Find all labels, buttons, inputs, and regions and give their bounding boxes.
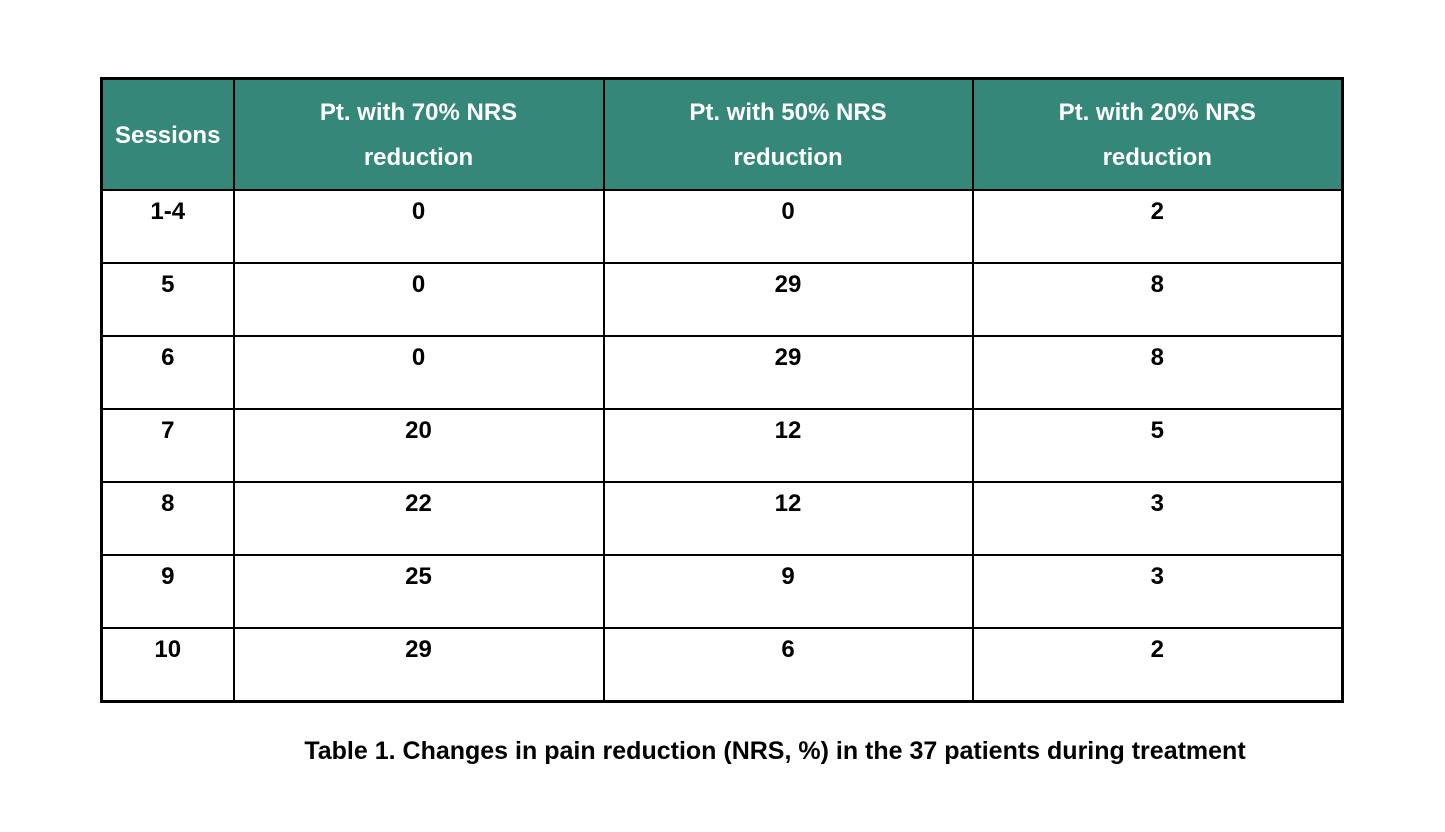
value-cell: 3 bbox=[971, 554, 1344, 629]
table-row: 5 0 29 8 bbox=[100, 262, 1344, 337]
pain-reduction-table: Sessions Pt. with 70% NRS reduction Pt. wi… bbox=[100, 77, 1344, 703]
table-row: 10 29 6 2 bbox=[100, 627, 1344, 703]
column-header-2: Pt. with 50% NRS reduction bbox=[602, 77, 974, 191]
column-header-label: Pt. with 50% NRS reduction bbox=[689, 98, 887, 171]
table-row: 8 22 12 3 bbox=[100, 481, 1344, 556]
value-cell: 8 bbox=[971, 262, 1344, 337]
value-cell: 0 bbox=[232, 335, 605, 410]
value-cell: 29 bbox=[602, 335, 974, 410]
header-row: Sessions Pt. with 70% NRS reduction Pt. wi… bbox=[100, 77, 1344, 191]
value-cell: 5 bbox=[971, 408, 1344, 483]
value-cell: 12 bbox=[602, 481, 974, 556]
value-cell: 6 bbox=[602, 627, 974, 703]
value-cell: 22 bbox=[232, 481, 605, 556]
value-cell: 0 bbox=[602, 189, 974, 264]
value-cell: 29 bbox=[232, 627, 605, 703]
column-header-label: Pt. with 70% NRS reduction bbox=[319, 98, 518, 171]
value-cell: 25 bbox=[232, 554, 605, 629]
column-header-3: Pt. with 20% NRS reduction bbox=[971, 77, 1344, 191]
sessions-cell: 7 bbox=[100, 408, 235, 483]
value-cell: 0 bbox=[232, 262, 605, 337]
value-cell: 29 bbox=[602, 262, 974, 337]
value-cell: 12 bbox=[602, 408, 974, 483]
value-cell: 9 bbox=[602, 554, 974, 629]
value-cell: 2 bbox=[971, 627, 1344, 703]
table-caption: Table 1. Changes in pain reduction (NRS,… bbox=[304, 737, 1246, 765]
value-cell: 3 bbox=[971, 481, 1344, 556]
table-row: 6 0 29 8 bbox=[100, 335, 1344, 410]
sessions-cell: 10 bbox=[100, 627, 235, 703]
value-cell: 20 bbox=[232, 408, 605, 483]
sessions-cell: 1-4 bbox=[100, 189, 235, 264]
column-header-1: Pt. with 70% NRS reduction bbox=[232, 77, 605, 191]
column-header-sessions: Sessions bbox=[100, 77, 235, 191]
sessions-cell: 5 bbox=[100, 262, 235, 337]
sessions-cell: 9 bbox=[100, 554, 235, 629]
column-header-label: Sessions bbox=[115, 121, 221, 149]
value-cell: 2 bbox=[971, 189, 1344, 264]
sessions-cell: 6 bbox=[100, 335, 235, 410]
column-header-label: Pt. with 20% NRS reduction bbox=[1058, 98, 1256, 171]
value-cell: 0 bbox=[232, 189, 605, 264]
table-row: 1-4 0 0 2 bbox=[100, 189, 1344, 264]
table-row: 9 25 9 3 bbox=[100, 554, 1344, 629]
table-row: 7 20 12 5 bbox=[100, 408, 1344, 483]
value-cell: 8 bbox=[971, 335, 1344, 410]
sessions-cell: 8 bbox=[100, 481, 235, 556]
table-body: 1-4 0 0 2 5 0 29 8 6 0 29 8 7 20 12 5 8 22 12 3 9 25 9 3 10 29 6 2 bbox=[100, 189, 1344, 703]
